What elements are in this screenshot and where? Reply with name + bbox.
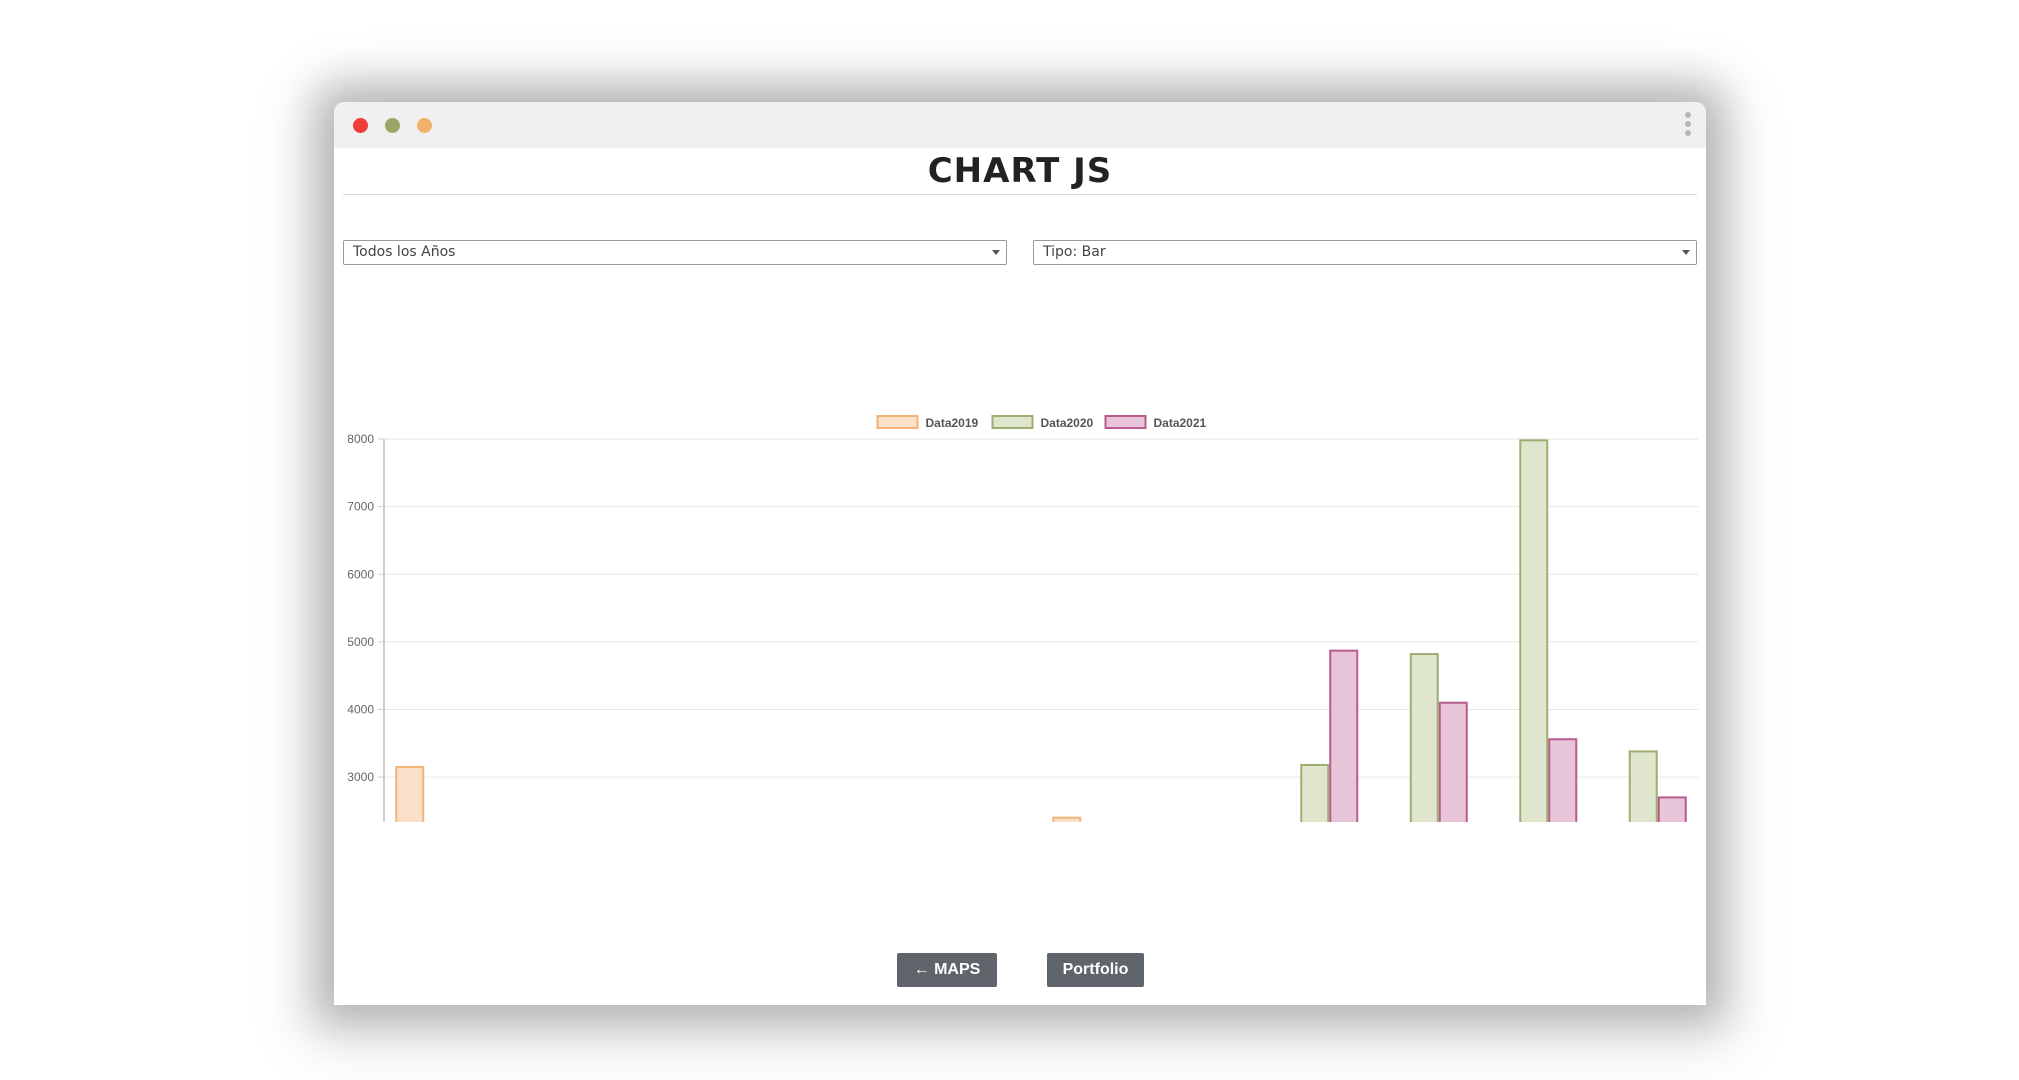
- bar-data2021-noviembre: [1548, 738, 1578, 822]
- legend-label-data2019: Data2019: [926, 416, 979, 430]
- maximize-window-icon[interactable]: [417, 118, 432, 133]
- maps-button[interactable]: ← MAPS: [897, 953, 997, 987]
- y-tick-label: 6000: [347, 567, 374, 581]
- legend-label-data2020: Data2020: [1041, 416, 1094, 430]
- y-tick-label: 4000: [347, 703, 374, 717]
- bar-data2019-enero: [395, 765, 425, 822]
- bar-data2019-julio: [1052, 816, 1082, 822]
- legend-swatch-data2019: [876, 415, 919, 429]
- chart-type-select-value: Tipo: Bar: [1043, 244, 1106, 260]
- bar-data2020-septiembre: [1300, 763, 1330, 822]
- chevron-down-icon: [992, 250, 1000, 255]
- chevron-down-icon: [1682, 250, 1690, 255]
- y-tick-label: 8000: [347, 432, 374, 446]
- bar-data2020-noviembre: [1519, 439, 1549, 822]
- close-window-icon[interactable]: [353, 118, 368, 133]
- more-options-icon[interactable]: [1684, 112, 1692, 140]
- legend-label-data2021: Data2021: [1154, 416, 1207, 430]
- title-divider: [343, 194, 1697, 195]
- window-titlebar: [334, 102, 1706, 148]
- legend-swatch-data2021: [1104, 415, 1147, 429]
- bar-data2021-septiembre: [1329, 649, 1359, 822]
- minimize-window-icon[interactable]: [385, 118, 400, 133]
- legend-swatch-data2020: [991, 415, 1034, 429]
- browser-window: CHART JS Todos los Años Tipo: Bar 010002…: [334, 102, 1706, 1005]
- portfolio-button[interactable]: Portfolio: [1047, 953, 1144, 987]
- page-title: CHART JS: [927, 151, 1113, 191]
- y-tick-label: 7000: [347, 500, 374, 514]
- year-select[interactable]: Todos los Años: [343, 240, 1007, 265]
- bar-data2020-octubre: [1409, 653, 1439, 822]
- bar-data2021-diciembre: [1657, 796, 1687, 822]
- y-tick-label: 3000: [347, 770, 374, 784]
- bar-chart: 010002000300040005000600070008000EneroFe…: [347, 415, 1698, 822]
- chart-type-select[interactable]: Tipo: Bar: [1033, 240, 1697, 265]
- bar-data2020-diciembre: [1628, 750, 1658, 822]
- year-select-value: Todos los Años: [353, 244, 456, 260]
- bar-data2021-octubre: [1438, 701, 1468, 822]
- y-tick-label: 5000: [347, 635, 374, 649]
